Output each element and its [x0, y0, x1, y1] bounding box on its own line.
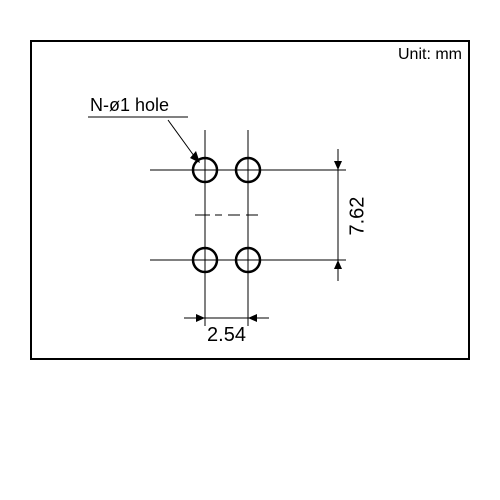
drawing-svg [0, 0, 500, 500]
dim-h-arrow-right [248, 314, 257, 322]
dim-v-arrow-top [334, 161, 342, 170]
dim-v-arrow-bot [334, 260, 342, 269]
callout-leader [168, 120, 197, 160]
dim-h-arrow-left [196, 314, 205, 322]
dim-h-label: 2.54 [205, 324, 248, 347]
dim-v-label: 7.62 [347, 196, 370, 236]
